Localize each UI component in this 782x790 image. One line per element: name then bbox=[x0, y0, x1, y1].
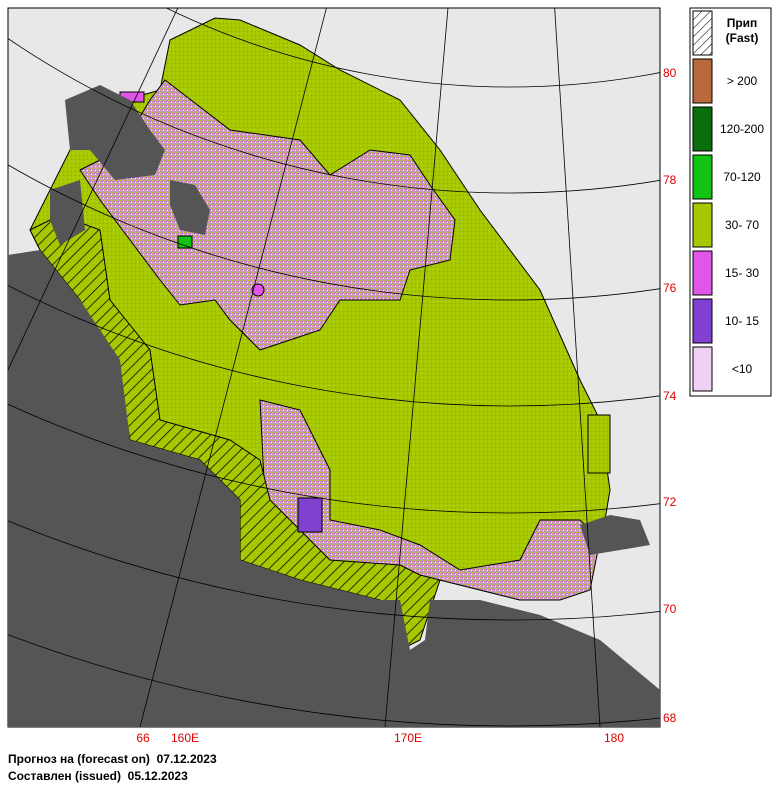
legend-label: 15- 30 bbox=[725, 266, 759, 280]
legend-title: Прип bbox=[727, 16, 758, 30]
lat-label: 76 bbox=[663, 281, 677, 295]
legend-items: > 200 120-200 70-120 30- 70 15- 30 10- 15 <10 bbox=[692, 58, 764, 392]
legend-swatch bbox=[692, 298, 713, 344]
island bbox=[50, 180, 85, 245]
ice-10-15 bbox=[297, 497, 323, 533]
lat-label: 74 bbox=[663, 389, 677, 403]
footer-issued: Составлен (issued) 05.12.2023 bbox=[8, 769, 188, 783]
legend-label: <10 bbox=[732, 362, 753, 376]
legend-swatch bbox=[692, 10, 713, 56]
lat-label: 78 bbox=[663, 173, 677, 187]
lon-label: 66 bbox=[136, 731, 150, 745]
map-content bbox=[8, 8, 660, 727]
lon-label: 170E bbox=[394, 731, 422, 745]
graticule bbox=[8, 8, 660, 727]
legend-label: 30- 70 bbox=[725, 218, 759, 232]
ice-region bbox=[587, 414, 611, 474]
island bbox=[65, 85, 165, 180]
island bbox=[170, 180, 210, 235]
legend-subtitle: (Fast) bbox=[726, 31, 759, 45]
legend-label: 70-120 bbox=[723, 170, 761, 184]
legend-swatch bbox=[692, 154, 713, 200]
legend-label: > 200 bbox=[727, 74, 758, 88]
legend-swatch bbox=[692, 106, 713, 152]
legend-swatch bbox=[692, 346, 713, 392]
lat-label: 80 bbox=[663, 66, 677, 80]
legend-label: 120-200 bbox=[720, 122, 764, 136]
ice-15-30 bbox=[251, 283, 265, 297]
legend-swatch bbox=[692, 58, 713, 104]
lon-label: 180 bbox=[604, 731, 624, 745]
legend-swatch bbox=[692, 202, 713, 248]
lat-label: 70 bbox=[663, 602, 677, 616]
lon-label: 160E bbox=[171, 731, 199, 745]
lat-label: 68 bbox=[663, 711, 677, 725]
island bbox=[580, 515, 650, 555]
lat-label: 72 bbox=[663, 495, 677, 509]
grid-labels: 80 78 76 74 72 70 68 66 160E 170E 180 bbox=[136, 66, 676, 745]
ice-mixed bbox=[79, 79, 456, 351]
legend-swatch bbox=[692, 250, 713, 296]
footer-forecast: Прогноз на (forecast on) 07.12.2023 bbox=[8, 752, 217, 766]
legend-label: 10- 15 bbox=[725, 314, 759, 328]
ice-70-120 bbox=[177, 235, 193, 249]
